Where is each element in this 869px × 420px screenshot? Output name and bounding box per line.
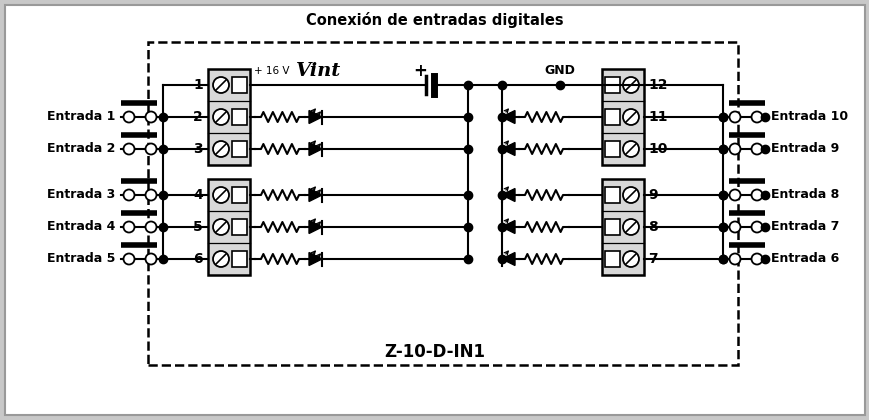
Bar [232, 109, 246, 125]
Text: Conexión de entradas digitales: Conexión de entradas digitales [306, 12, 563, 28]
Bar [208, 179, 249, 275]
Circle shape [213, 251, 229, 267]
Bar [605, 77, 620, 93]
Polygon shape [308, 220, 322, 234]
Circle shape [622, 141, 638, 157]
Text: Entrada 4: Entrada 4 [47, 220, 115, 234]
Circle shape [213, 109, 229, 125]
Circle shape [751, 111, 761, 123]
Text: Vint: Vint [295, 62, 341, 80]
Text: Entrada 1: Entrada 1 [47, 110, 115, 123]
Circle shape [751, 189, 761, 200]
Bar [605, 109, 620, 125]
Circle shape [145, 189, 156, 200]
Text: 3: 3 [193, 142, 202, 156]
Bar [148, 42, 737, 365]
Text: 10: 10 [647, 142, 667, 156]
Circle shape [145, 144, 156, 155]
Polygon shape [501, 220, 514, 234]
Polygon shape [308, 142, 322, 155]
Bar [232, 219, 246, 235]
Circle shape [729, 254, 740, 265]
Bar [605, 251, 620, 267]
Polygon shape [501, 189, 514, 202]
Text: 5: 5 [193, 220, 202, 234]
Circle shape [729, 189, 740, 200]
Text: Entrada 10: Entrada 10 [770, 110, 847, 123]
Circle shape [145, 221, 156, 233]
Circle shape [622, 251, 638, 267]
Polygon shape [501, 110, 514, 123]
Bar [601, 179, 643, 275]
Text: 9: 9 [647, 188, 657, 202]
Text: 7: 7 [647, 252, 657, 266]
Text: 11: 11 [647, 110, 667, 124]
Circle shape [729, 144, 740, 155]
Text: + 16 V: + 16 V [254, 66, 289, 76]
Circle shape [751, 144, 761, 155]
Circle shape [213, 187, 229, 203]
Bar [605, 219, 620, 235]
Text: Entrada 8: Entrada 8 [770, 189, 839, 202]
Text: 1: 1 [193, 78, 202, 92]
Bar [232, 251, 246, 267]
Circle shape [213, 141, 229, 157]
Text: GND: GND [544, 65, 574, 78]
Text: 4: 4 [193, 188, 202, 202]
Bar [605, 187, 620, 203]
Bar [601, 69, 643, 165]
Circle shape [123, 111, 135, 123]
Circle shape [145, 254, 156, 265]
Polygon shape [501, 142, 514, 155]
Circle shape [123, 221, 135, 233]
Circle shape [751, 254, 761, 265]
Circle shape [145, 111, 156, 123]
Circle shape [123, 254, 135, 265]
Text: 8: 8 [647, 220, 657, 234]
Circle shape [622, 77, 638, 93]
Text: Entrada 5: Entrada 5 [47, 252, 115, 265]
Bar [208, 69, 249, 165]
Circle shape [751, 221, 761, 233]
Polygon shape [308, 189, 322, 202]
Circle shape [213, 219, 229, 235]
Text: Entrada 6: Entrada 6 [770, 252, 839, 265]
Text: Entrada 9: Entrada 9 [770, 142, 839, 155]
Circle shape [622, 187, 638, 203]
Text: Entrada 2: Entrada 2 [47, 142, 115, 155]
Text: 2: 2 [193, 110, 202, 124]
Text: Z-10-D-IN1: Z-10-D-IN1 [384, 343, 485, 361]
Circle shape [729, 221, 740, 233]
Circle shape [729, 111, 740, 123]
Text: Entrada 7: Entrada 7 [770, 220, 839, 234]
Bar [232, 187, 246, 203]
Polygon shape [308, 252, 322, 265]
Circle shape [123, 144, 135, 155]
Circle shape [123, 189, 135, 200]
Bar [605, 141, 620, 157]
Polygon shape [501, 252, 514, 265]
Text: 12: 12 [647, 78, 667, 92]
Bar [232, 141, 246, 157]
Text: Entrada 3: Entrada 3 [47, 189, 115, 202]
Circle shape [622, 219, 638, 235]
Circle shape [622, 109, 638, 125]
Polygon shape [308, 110, 322, 123]
Text: 6: 6 [193, 252, 202, 266]
Bar [232, 77, 246, 93]
Circle shape [213, 77, 229, 93]
Text: +: + [413, 62, 427, 80]
